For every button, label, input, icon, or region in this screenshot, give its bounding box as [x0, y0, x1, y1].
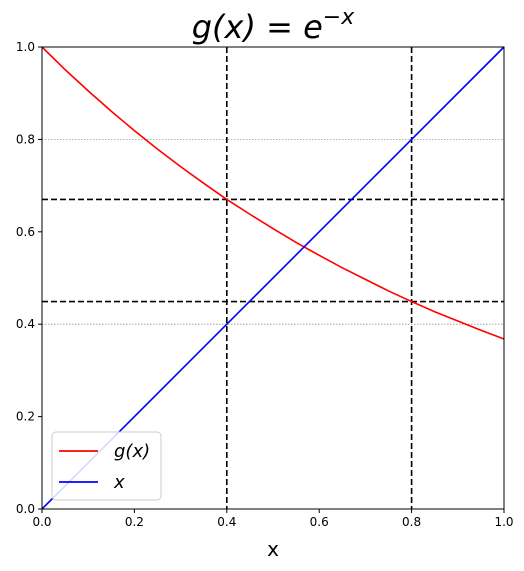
chart-title-base: g(x) = e: [192, 8, 323, 46]
legend-label-1: x: [113, 472, 125, 493]
y-tick-label-4: 0.8: [16, 132, 35, 146]
x-tick-label-4: 0.8: [402, 515, 421, 529]
legend: g(x) x: [51, 431, 162, 501]
x-tick-label-2: 0.4: [217, 515, 236, 529]
legend-label-0: g(x): [114, 441, 150, 462]
x-axis-label: x: [267, 537, 279, 561]
tick-layer: 0.0 0.2 0.4 0.6 0.8 1.0 0.0 0.2 0.4 0.6 0.8 1.0: [16, 40, 514, 529]
y-tick-label-0: 0.0: [16, 502, 35, 516]
plot-frame: [41, 46, 505, 510]
y-tick-label-5: 1.0: [16, 40, 35, 54]
x-tick-label-3: 0.6: [310, 515, 329, 529]
grid-layer: [42, 138, 504, 325]
x-tick-label-0: 0.0: [32, 515, 51, 529]
y-tick-label-2: 0.4: [16, 317, 35, 331]
y-tick-label-3: 0.6: [16, 225, 35, 239]
chart-title-superscript: −x: [323, 5, 355, 30]
chart-title: g(x) = e−x: [192, 5, 355, 46]
y-tick-label-1: 0.2: [16, 410, 35, 424]
x-tick-label-1: 0.2: [125, 515, 144, 529]
series-line-0: [41, 46, 505, 340]
guide-layer: [42, 47, 504, 509]
legend-box: [51, 431, 162, 501]
x-tick-label-5: 1.0: [494, 515, 513, 529]
